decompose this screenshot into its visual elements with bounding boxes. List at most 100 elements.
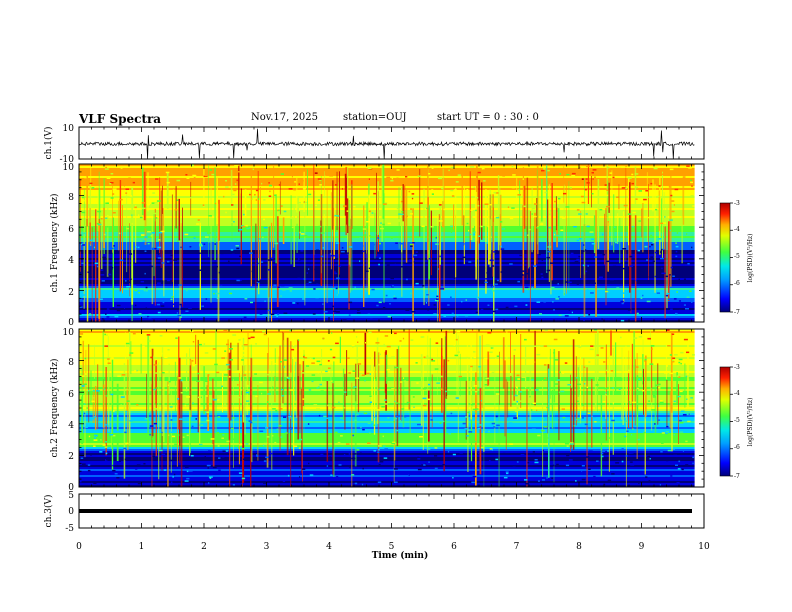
spec1-speckle xyxy=(446,258,449,260)
spec2-speckle xyxy=(453,344,456,346)
spec1-speckle xyxy=(546,269,551,272)
spec1-speckle xyxy=(586,182,590,184)
spec1-speckle xyxy=(547,169,550,172)
spec1-speckle xyxy=(131,222,133,225)
spec1-streak xyxy=(178,198,180,241)
spec1-streak xyxy=(522,167,524,275)
spec2-speckle xyxy=(576,377,578,379)
spec1-speckle xyxy=(180,238,182,241)
spec2-speckle xyxy=(404,415,407,418)
spec1-speckle xyxy=(645,190,649,192)
spec2-speckle xyxy=(452,383,456,385)
spec2-speckle xyxy=(299,476,301,478)
spec1-speckle xyxy=(547,250,552,253)
spec1-speckle xyxy=(625,187,628,189)
spec2-speckle xyxy=(473,356,476,359)
spec1-speckle xyxy=(97,210,102,213)
header-date: Nov.17, 2025 xyxy=(251,112,318,123)
spec1-speckle xyxy=(243,316,247,319)
spec2-speckle xyxy=(132,332,136,335)
spec2-speckle xyxy=(648,480,651,482)
spec2-band xyxy=(79,477,695,479)
spec1-streak xyxy=(332,180,334,230)
spec1-speckle xyxy=(464,314,469,317)
spec2-streak xyxy=(81,391,83,445)
spec2-band xyxy=(79,445,695,447)
spec2-speckle xyxy=(136,369,138,372)
spec1-speckle xyxy=(576,209,580,211)
spec1-speckle xyxy=(105,313,107,315)
spec1-speckle xyxy=(330,198,332,200)
spec1-streak xyxy=(541,179,543,222)
spec2-speckle xyxy=(188,484,193,487)
spec1-streak xyxy=(89,208,91,245)
spec2-speckle xyxy=(283,331,286,333)
spec2-speckle xyxy=(223,405,225,407)
spec2-streak xyxy=(594,333,597,409)
spec2-speckle xyxy=(275,409,278,412)
spec2-speckle xyxy=(286,376,289,379)
spec2-speckle xyxy=(573,425,575,427)
spec2-speckle xyxy=(458,439,463,442)
spec1-speckle xyxy=(670,266,673,269)
spec1-band xyxy=(79,210,695,212)
spec2-speckle xyxy=(651,409,656,411)
spec1-speckle xyxy=(377,272,382,275)
spec2-speckle xyxy=(238,339,241,341)
spec1-speckle xyxy=(493,251,496,253)
spec2-speckle xyxy=(581,404,584,406)
spec1-speckle xyxy=(334,272,338,275)
x-tick-label: 4 xyxy=(326,542,332,552)
spec2-band xyxy=(79,415,695,417)
spec1-speckle xyxy=(367,167,372,169)
spec2-speckle xyxy=(241,477,246,480)
spec2-speckle xyxy=(675,464,678,466)
spec2-speckle xyxy=(276,428,279,431)
spec2-speckle xyxy=(206,419,210,422)
spec2-speckle xyxy=(587,412,591,414)
spec1-streak xyxy=(273,164,275,248)
spec2-speckle xyxy=(98,422,100,424)
spec1-speckle xyxy=(461,300,463,303)
spec2-speckle xyxy=(190,333,194,335)
spec2-speckle xyxy=(654,423,656,425)
spec1-speckle xyxy=(413,256,416,258)
spec2-speckle xyxy=(267,393,271,395)
spec1-speckle xyxy=(653,224,655,227)
spec1-speckle xyxy=(124,307,125,309)
spec1-speckle xyxy=(151,247,154,250)
spec1-speckle xyxy=(81,200,85,202)
spec2-speckle xyxy=(556,379,560,381)
spec2-speckle xyxy=(638,378,640,380)
spec1-speckle xyxy=(164,276,168,278)
spec1-speckle xyxy=(189,246,192,248)
spec2-streak xyxy=(634,359,636,426)
spec1-speckle xyxy=(213,292,215,295)
spec1-band xyxy=(79,268,695,270)
spec1-speckle xyxy=(379,242,381,245)
spec1-speckle xyxy=(428,173,431,175)
spec2-speckle xyxy=(221,385,223,388)
spec2-speckle xyxy=(217,445,220,447)
spec1-speckle xyxy=(337,215,340,217)
spec1-band xyxy=(79,200,695,202)
spec2-streak xyxy=(302,370,303,482)
spec1-streak xyxy=(402,184,404,222)
spec2-speckle xyxy=(690,397,693,399)
spec2-speckle xyxy=(434,368,439,370)
spec1-speckle xyxy=(101,280,105,282)
spec1-speckle xyxy=(534,203,538,205)
spec1-streak xyxy=(80,179,81,272)
spec1-speckle xyxy=(614,226,616,228)
ch1-spec-ytick: 4 xyxy=(68,256,74,266)
spec1-speckle xyxy=(249,193,251,196)
spec2-speckle xyxy=(161,431,163,434)
spec2-speckle xyxy=(360,426,362,429)
spec1-speckle xyxy=(300,250,304,252)
spec1-speckle xyxy=(148,316,152,319)
spec2-speckle xyxy=(208,476,213,478)
spec1-speckle xyxy=(278,209,280,212)
spec1-speckle xyxy=(477,171,481,174)
spec1-speckle xyxy=(302,188,307,190)
spec2-speckle xyxy=(129,352,134,354)
